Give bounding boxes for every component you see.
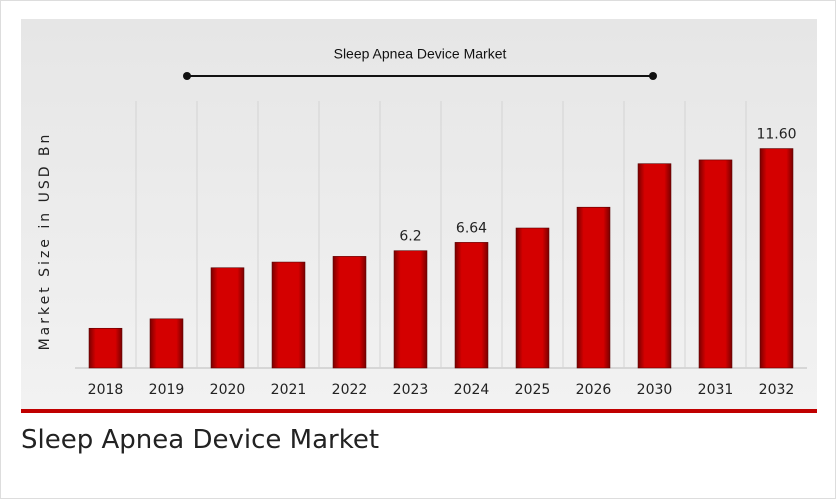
x-tick-label: 2019 <box>149 382 185 398</box>
bar <box>759 148 794 369</box>
bar <box>88 327 123 369</box>
bar <box>698 159 733 369</box>
x-tick-label: 2026 <box>576 382 612 398</box>
bar <box>271 261 306 369</box>
x-tick-label: 2024 <box>454 382 490 398</box>
x-tick-label: 2030 <box>637 382 673 398</box>
bar <box>393 250 428 369</box>
x-tick-label: 2022 <box>332 382 368 398</box>
data-label: 11.60 <box>756 127 796 143</box>
x-tick-label: 2032 <box>759 382 795 398</box>
data-label: 6.2 <box>399 229 421 245</box>
divider <box>21 409 817 413</box>
rule-dot <box>649 72 657 80</box>
x-tick-label: 2023 <box>393 382 429 398</box>
bar <box>454 242 489 369</box>
bar <box>576 206 611 369</box>
rule-dot <box>183 72 191 80</box>
bar <box>515 227 550 369</box>
x-tick-label: 2031 <box>698 382 734 398</box>
chart: Sleep Apnea Device Market Market Size in… <box>21 19 817 413</box>
x-tick-label: 2025 <box>515 382 551 398</box>
bar <box>210 267 245 369</box>
bar <box>332 256 367 369</box>
chart-title: Sleep Apnea Device Market <box>334 46 507 62</box>
x-tick-label: 2020 <box>210 382 246 398</box>
bar <box>149 318 184 369</box>
caption: Sleep Apnea Device Market <box>21 425 380 455</box>
data-label: 6.64 <box>456 220 487 236</box>
y-axis-label: Market Size in USD Bn <box>37 132 53 351</box>
bar <box>637 163 672 369</box>
x-tick-label: 2018 <box>88 382 124 398</box>
x-tick-label: 2021 <box>271 382 307 398</box>
